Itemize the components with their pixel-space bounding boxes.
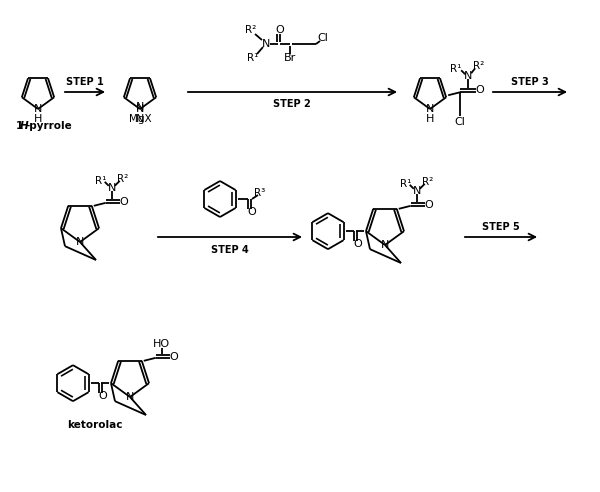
Text: -pyrrole: -pyrrole — [26, 121, 73, 131]
Text: N: N — [381, 240, 389, 250]
Text: STEP 1: STEP 1 — [66, 77, 104, 87]
Text: N: N — [107, 183, 116, 193]
Text: N: N — [413, 186, 421, 196]
Text: N: N — [262, 39, 270, 49]
Text: R¹: R¹ — [247, 53, 259, 63]
Text: R¹: R¹ — [451, 64, 462, 74]
Text: O: O — [248, 207, 256, 217]
Text: H: H — [20, 121, 29, 131]
Text: 1: 1 — [16, 121, 23, 131]
Text: STEP 2: STEP 2 — [273, 99, 311, 109]
Text: O: O — [353, 239, 362, 249]
Text: Br: Br — [284, 53, 296, 63]
Text: R³: R³ — [254, 188, 266, 198]
Text: N: N — [76, 237, 84, 247]
Text: Cl: Cl — [317, 33, 328, 43]
Text: Cl: Cl — [455, 117, 466, 127]
Text: H: H — [34, 114, 42, 124]
Text: O: O — [275, 25, 284, 35]
Text: N: N — [34, 104, 42, 114]
Text: R¹: R¹ — [95, 176, 106, 186]
Text: O: O — [98, 391, 107, 401]
Text: STEP 3: STEP 3 — [511, 77, 549, 87]
Text: O: O — [476, 85, 485, 95]
Text: R²: R² — [117, 174, 128, 184]
Text: STEP 4: STEP 4 — [211, 245, 249, 255]
Text: N: N — [136, 104, 144, 114]
Text: N: N — [136, 114, 144, 124]
Text: N: N — [426, 104, 434, 114]
Text: N: N — [136, 102, 144, 112]
Text: ketorolac: ketorolac — [67, 420, 123, 430]
Text: N: N — [126, 392, 134, 402]
Text: O: O — [169, 352, 178, 362]
Text: N: N — [464, 71, 472, 81]
Text: H: H — [426, 114, 434, 124]
Text: O: O — [424, 200, 433, 210]
Text: MgX: MgX — [128, 114, 151, 124]
Text: O: O — [119, 197, 128, 207]
Text: R²: R² — [473, 61, 484, 71]
Text: R²: R² — [245, 25, 257, 35]
Text: STEP 5: STEP 5 — [482, 222, 520, 232]
Text: R²: R² — [422, 177, 433, 187]
Text: HO: HO — [153, 339, 170, 349]
Text: R¹: R¹ — [400, 179, 412, 189]
